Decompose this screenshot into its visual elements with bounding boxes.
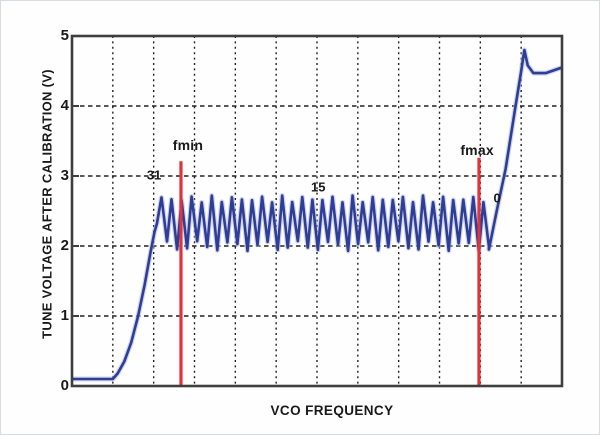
x-axis-title: VCO FREQUENCY: [270, 403, 394, 418]
y-tick-label-5: 5: [60, 27, 69, 44]
y-tick-label-3: 3: [60, 167, 69, 184]
fmax-label: fmax: [460, 142, 494, 159]
y-tick-label-1: 1: [60, 307, 69, 324]
band-0-label: 0: [493, 190, 501, 206]
y-tick-label-4: 4: [60, 97, 69, 114]
plot-frame: [70, 34, 564, 388]
fmin-fmax-marker-lines: [179, 157, 481, 386]
axis-tick-marks: [73, 105, 79, 317]
y-tick-label-2: 2: [60, 237, 69, 254]
band-31-label: 31: [146, 167, 162, 183]
band-15-label: 15: [310, 179, 326, 195]
y-tick-label-0: 0: [60, 377, 69, 394]
fmin-label: fmin: [172, 137, 204, 154]
gridlines: [72, 36, 562, 386]
